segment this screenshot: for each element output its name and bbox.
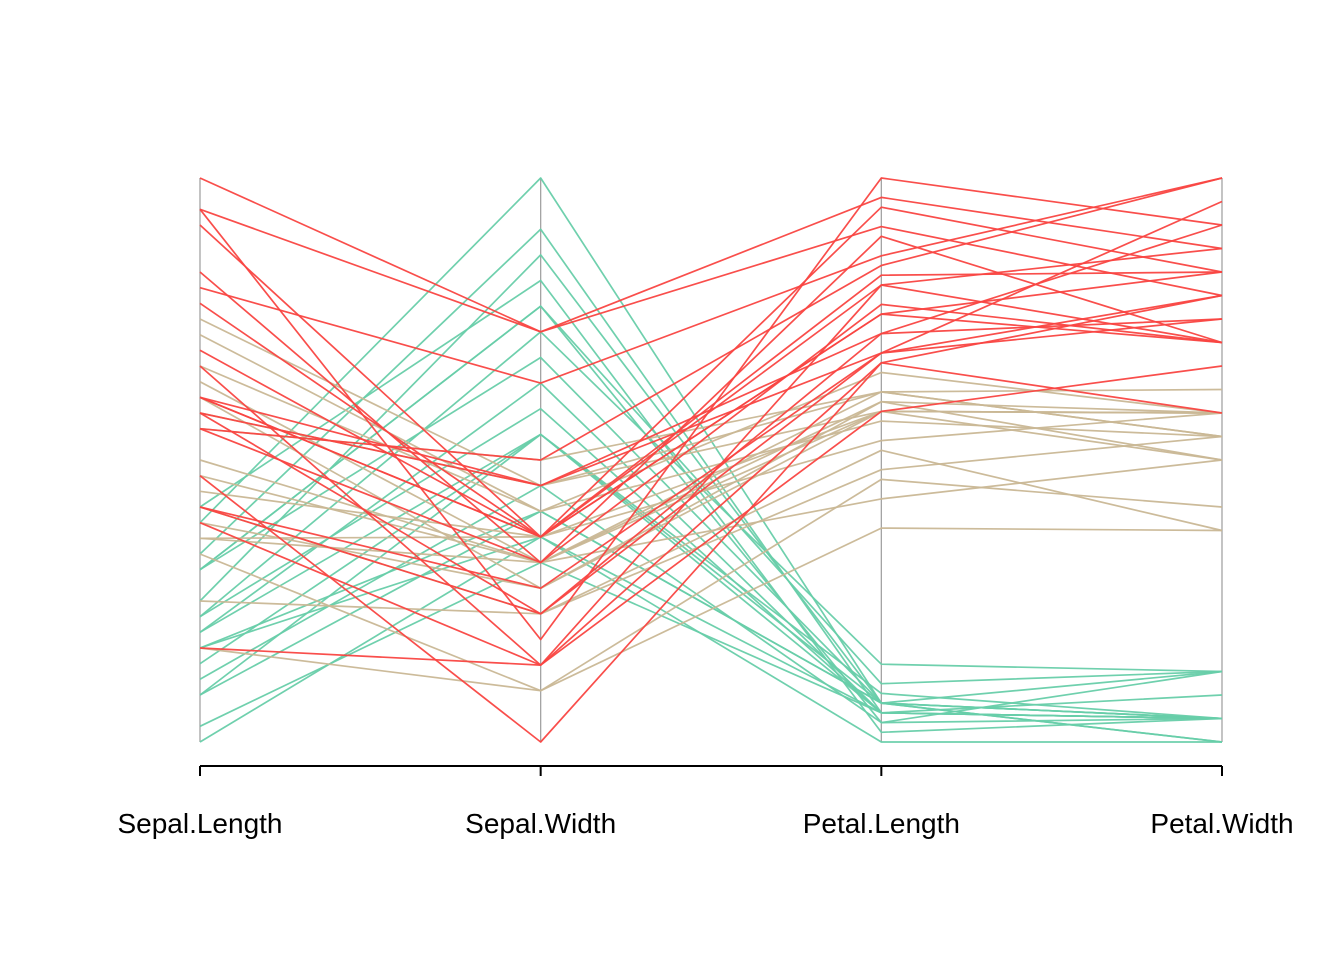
data-line-setosa bbox=[199, 484, 1223, 724]
data-line-setosa bbox=[199, 433, 1223, 720]
data-line-virginica bbox=[199, 206, 1223, 538]
axis-label-petal-width: Petal.Width bbox=[1150, 808, 1293, 839]
data-line-virginica bbox=[199, 235, 1223, 564]
data-line-setosa bbox=[199, 254, 1223, 743]
data-line-versicolor bbox=[199, 365, 1223, 513]
axis-label-sepal-length: Sepal.Length bbox=[117, 808, 282, 839]
data-line-setosa bbox=[199, 279, 1223, 734]
data-line-virginica bbox=[199, 294, 1223, 487]
data-line-virginica bbox=[199, 284, 1223, 666]
data-line-virginica bbox=[199, 313, 1223, 538]
data-line-versicolor bbox=[199, 380, 1223, 564]
data-line-versicolor bbox=[199, 478, 1223, 692]
data-line-versicolor bbox=[199, 435, 1223, 615]
data-line-virginica bbox=[199, 177, 1223, 333]
data-line-setosa bbox=[199, 330, 1223, 673]
data-line-versicolor bbox=[199, 410, 1223, 590]
data-line-virginica bbox=[199, 361, 1223, 743]
data-line-virginica bbox=[199, 196, 1223, 333]
data-line-setosa bbox=[199, 433, 1223, 714]
data-line-virginica bbox=[199, 177, 1223, 641]
data-line-virginica bbox=[199, 271, 1223, 538]
axis-label-petal-length: Petal.Length bbox=[803, 808, 960, 839]
data-line-versicolor bbox=[199, 391, 1223, 564]
axis-label-sepal-width: Sepal.Width bbox=[465, 808, 616, 839]
data-line-versicolor bbox=[199, 333, 1223, 513]
data-line-virginica bbox=[199, 318, 1223, 615]
data-line-versicolor bbox=[199, 410, 1223, 564]
data-line-setosa bbox=[199, 536, 1222, 743]
data-line-versicolor bbox=[199, 396, 1223, 590]
data-line-versicolor bbox=[199, 527, 1223, 692]
data-line-versicolor bbox=[199, 459, 1223, 564]
data-line-virginica bbox=[199, 177, 1223, 384]
data-line-virginica bbox=[199, 200, 1223, 590]
data-line-setosa bbox=[199, 177, 1223, 704]
data-line-virginica bbox=[199, 318, 1223, 615]
